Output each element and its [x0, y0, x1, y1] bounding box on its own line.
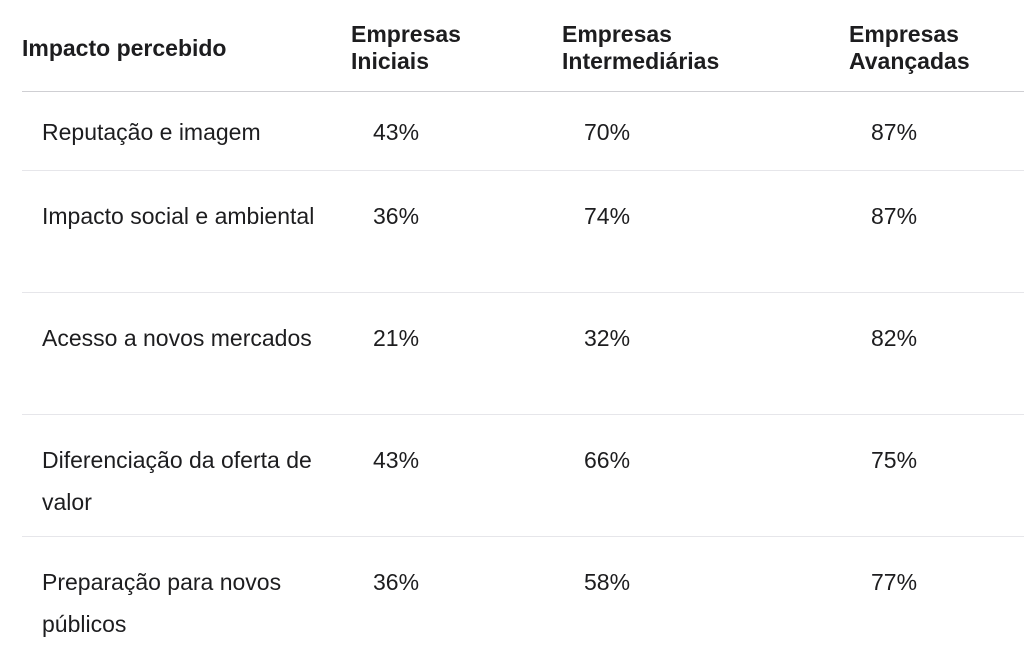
row-label: Acesso a novos mercados: [42, 325, 312, 351]
header-empresas-avancadas: Empresas Avançadas: [849, 21, 970, 75]
row-label: Diferenciação da oferta de valor: [42, 447, 312, 515]
header-line: Empresas: [849, 21, 959, 47]
cell-avancadas: 75%: [871, 447, 918, 473]
cell-intermediarias: 74%: [584, 203, 631, 229]
table-row: Preparação para novos públicos 36% 58% 7…: [22, 537, 1024, 658]
cell-iniciais: 43%: [373, 447, 420, 473]
cell-intermediarias: 70%: [584, 119, 631, 145]
header-line: Avançadas: [849, 48, 970, 74]
cell-iniciais: 36%: [373, 203, 420, 229]
header-empresas-intermediarias: Empresas Intermediárias: [562, 21, 719, 75]
table-row: Diferenciação da oferta de valor 43% 66%…: [22, 415, 1024, 537]
cell-iniciais: 43%: [373, 119, 420, 145]
cell-intermediarias: 66%: [584, 447, 631, 473]
cell-intermediarias: 58%: [584, 569, 631, 595]
cell-intermediarias: 32%: [584, 325, 631, 351]
header-empresas-iniciais: Empresas Iniciais: [351, 21, 461, 75]
header-line: Intermediárias: [562, 48, 720, 74]
header-line: Empresas: [562, 21, 672, 47]
header-impacto-percebido: Impacto percebido: [22, 35, 226, 62]
table-row: Reputação e imagem 43% 70% 87%: [22, 92, 1024, 171]
row-label: Reputação e imagem: [42, 119, 261, 145]
cell-avancadas: 77%: [871, 569, 918, 595]
cell-avancadas: 87%: [871, 203, 918, 229]
impact-table: Impacto percebido Empresas Iniciais Empr…: [22, 0, 1024, 658]
table-header: Impacto percebido Empresas Iniciais Empr…: [22, 0, 1024, 92]
header-line: Iniciais: [351, 48, 429, 74]
cell-avancadas: 82%: [871, 325, 918, 351]
header-line: Impacto percebido: [22, 35, 227, 61]
cell-iniciais: 21%: [373, 325, 420, 351]
row-label: Impacto social e ambiental: [42, 203, 315, 229]
cell-iniciais: 36%: [373, 569, 420, 595]
cell-avancadas: 87%: [871, 119, 918, 145]
row-label: Preparação para novos públicos: [42, 569, 282, 637]
header-line: Empresas: [351, 21, 461, 47]
table-row: Acesso a novos mercados 21% 32% 82%: [22, 293, 1024, 415]
table-row: Impacto social e ambiental 36% 74% 87%: [22, 171, 1024, 293]
